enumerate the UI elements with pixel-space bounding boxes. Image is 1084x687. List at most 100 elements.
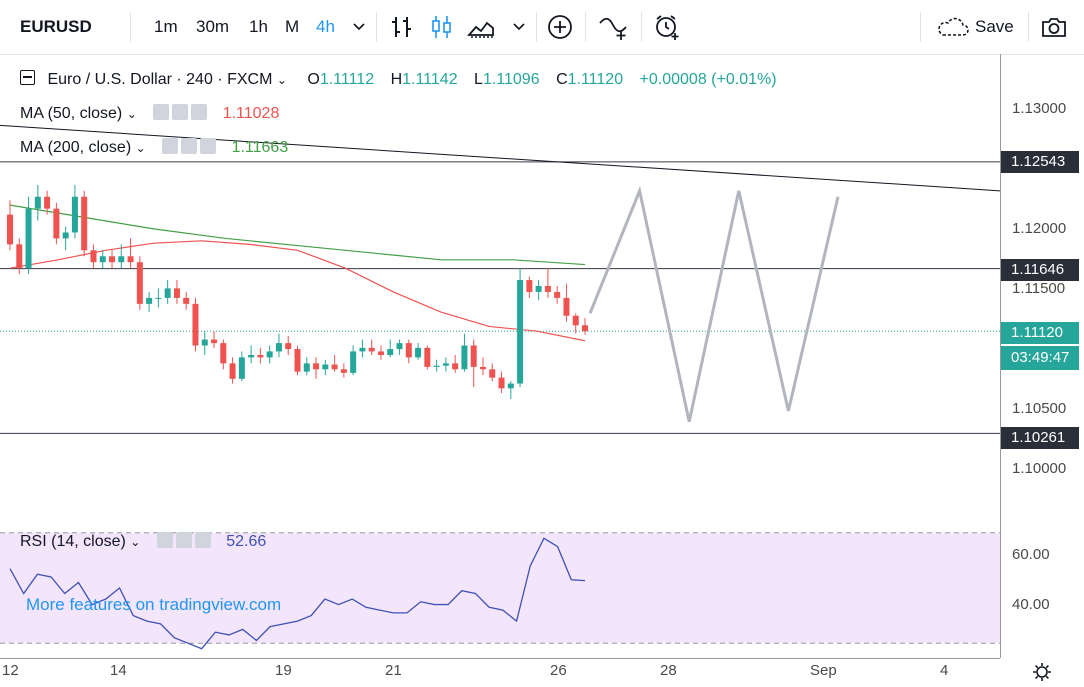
- toolbar-divider: [1028, 12, 1029, 42]
- price-scale-label: 1.11500: [1012, 280, 1066, 297]
- close-icon[interactable]: [200, 138, 217, 154]
- ma200-label[interactable]: MA (200, close): [20, 139, 132, 156]
- candle-body: [118, 256, 125, 263]
- candle-body: [572, 315, 579, 326]
- ma200-legend: MA (200, close) ⌄ 1.11663: [20, 138, 288, 157]
- rsi-label[interactable]: RSI (14, close): [20, 533, 126, 550]
- candle-body: [470, 345, 477, 367]
- close-icon[interactable]: [191, 104, 208, 120]
- time-axis[interactable]: [0, 658, 1000, 687]
- candle-body: [350, 351, 357, 373]
- interval-4h[interactable]: 4h: [316, 17, 335, 36]
- gear-icon[interactable]: [172, 104, 189, 120]
- candle-body: [313, 363, 320, 370]
- projection-path: [588, 185, 840, 422]
- ohlc-h-label: H: [390, 71, 403, 88]
- candle-body: [257, 355, 264, 358]
- chevron-down-icon[interactable]: ⌄: [126, 107, 137, 121]
- candle-body: [192, 303, 199, 346]
- trendline: [0, 124, 1000, 192]
- collapse-icon[interactable]: [20, 70, 35, 85]
- candle-body: [53, 208, 60, 239]
- candle-body: [127, 256, 134, 263]
- tradingview-watermark[interactable]: More features on tradingview.com: [26, 595, 282, 614]
- last-price-tag: 1.11120: [1001, 322, 1079, 344]
- chevron-down-icon[interactable]: ⌄: [135, 141, 146, 155]
- eye-icon[interactable]: [156, 532, 173, 548]
- time-label: 28: [660, 662, 677, 679]
- candle-body: [433, 365, 440, 367]
- eye-icon[interactable]: [153, 104, 170, 120]
- candle-body: [266, 351, 273, 358]
- ma50-line: [9, 240, 586, 342]
- candle-body: [582, 325, 588, 332]
- candle-body: [387, 349, 394, 356]
- candle-body: [544, 286, 551, 292]
- candle-body: [535, 286, 542, 292]
- add-indicator-icon[interactable]: [546, 13, 574, 41]
- time-label: 14: [110, 662, 127, 679]
- chevron-down-icon[interactable]: ⌄: [276, 73, 287, 87]
- ma200-value: 1.11663: [231, 139, 289, 156]
- candle-body: [368, 347, 375, 352]
- gear-icon[interactable]: [181, 138, 198, 154]
- ma50-label[interactable]: MA (50, close): [20, 105, 123, 122]
- ma200-line: [9, 204, 586, 266]
- candle-body: [285, 343, 292, 350]
- candle-body: [164, 288, 171, 298]
- price-scale-label: 1.13000: [1012, 100, 1067, 117]
- candle-body: [461, 345, 468, 370]
- interval-1m[interactable]: 1m: [154, 17, 178, 36]
- candle-body: [442, 363, 449, 366]
- compare-icon[interactable]: [597, 13, 631, 41]
- rsi-legend: RSI (14, close) ⌄ 52.66: [20, 532, 266, 551]
- candle-body: [340, 369, 347, 373]
- symbol-search[interactable]: EURUSD: [20, 17, 92, 36]
- time-label: 12: [2, 662, 19, 679]
- candle-body: [136, 262, 143, 304]
- support-price-tag: 1.10261: [1001, 427, 1079, 449]
- time-label: Sep: [810, 662, 837, 679]
- resistance-price-tag: 1.12543: [1001, 151, 1079, 173]
- candle-chart-icon[interactable]: [428, 13, 456, 41]
- interval-month[interactable]: M: [285, 17, 300, 36]
- rsi-panel[interactable]: [0, 519, 1000, 657]
- candle-body: [331, 364, 338, 370]
- price-chart[interactable]: [0, 54, 1000, 518]
- candle-body: [275, 343, 282, 352]
- candle-body: [563, 297, 570, 316]
- candle-body: [81, 196, 88, 251]
- candle-body: [479, 366, 486, 370]
- area-chart-icon[interactable]: [467, 13, 495, 41]
- price-scale-label: 1.10500: [1012, 400, 1067, 417]
- cloud-icon[interactable]: [935, 13, 971, 41]
- candle-body: [155, 297, 162, 299]
- candle-body: [396, 343, 403, 350]
- interval-1h[interactable]: 1h: [249, 17, 268, 36]
- ohlc-l-label: L: [474, 71, 483, 88]
- time-label: 4: [940, 662, 949, 679]
- save-button[interactable]: Save: [975, 17, 1014, 36]
- settings-gear-icon[interactable]: [1030, 660, 1054, 684]
- price-change: +0.00008 (+0.01%): [639, 71, 777, 88]
- chevron-down-icon[interactable]: [512, 20, 526, 34]
- candle-body: [294, 349, 301, 372]
- time-label: 26: [550, 662, 567, 679]
- rsi-line: [9, 537, 586, 650]
- chevron-down-icon[interactable]: [352, 20, 366, 34]
- bar-chart-icon[interactable]: [388, 13, 416, 41]
- price-scale[interactable]: [1000, 54, 1084, 658]
- candle-body: [322, 364, 329, 370]
- alert-clock-icon[interactable]: [653, 13, 681, 41]
- camera-icon[interactable]: [1040, 13, 1068, 41]
- chart-legend: Euro / U.S. Dollar · 240 · FXCM ⌄ O1.111…: [20, 70, 777, 89]
- candle-body: [99, 256, 106, 263]
- chevron-down-icon[interactable]: ⌄: [130, 535, 141, 549]
- toolbar-divider: [536, 12, 537, 42]
- close-icon[interactable]: [194, 532, 211, 548]
- candle-body: [377, 351, 384, 356]
- toolbar-divider: [641, 12, 642, 42]
- gear-icon[interactable]: [175, 532, 192, 548]
- eye-icon[interactable]: [162, 138, 179, 154]
- interval-30m[interactable]: 30m: [196, 17, 230, 36]
